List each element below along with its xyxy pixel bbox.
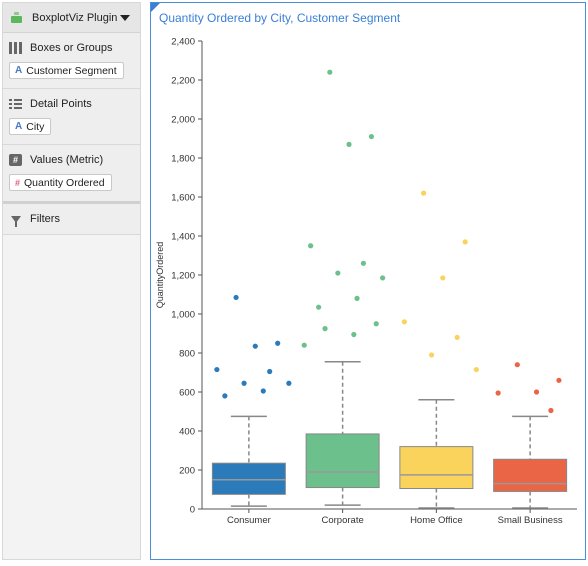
y-tick-label: 1,200 xyxy=(171,271,195,282)
hash-icon: # xyxy=(9,154,22,166)
box-iqr xyxy=(211,462,286,495)
box-iqr xyxy=(305,433,380,489)
detail-points-section: Detail Points A City xyxy=(3,89,140,145)
outlier-point xyxy=(473,366,479,373)
columns-icon xyxy=(9,42,22,54)
metric-type-icon: # xyxy=(15,177,21,188)
y-tick-label: 2,400 xyxy=(171,37,195,48)
field-pill-customer-segment[interactable]: A Customer Segment xyxy=(9,62,124,79)
outlier-point xyxy=(316,304,322,310)
outlier-point xyxy=(322,326,328,332)
box-group-consumer xyxy=(211,294,292,507)
outlier-point xyxy=(514,362,520,368)
box-group-home-office xyxy=(399,190,479,509)
outlier-point xyxy=(351,331,357,338)
field-pill-quantity-ordered[interactable]: # Quantity Ordered xyxy=(9,174,112,191)
x-tick-label: Corporate xyxy=(322,515,364,526)
box-group-small-business xyxy=(493,362,568,509)
outlier-point xyxy=(428,352,435,358)
y-tick-label: 400 xyxy=(179,427,195,438)
section-title: Values (Metric) xyxy=(30,154,104,166)
outlier-point xyxy=(380,275,386,281)
boxes-or-groups-section: Boxes or Groups A Customer Segment xyxy=(3,33,140,89)
y-tick-label: 1,000 xyxy=(171,310,195,321)
outlier-point xyxy=(533,389,540,395)
plugin-selector[interactable]: BoxplotViz Plugin xyxy=(3,3,140,33)
field-label: Customer Segment xyxy=(26,64,117,77)
box-iqr xyxy=(493,458,568,492)
y-tick-label: 2,000 xyxy=(171,115,195,126)
y-axis-label: QuantityOrdered xyxy=(155,242,165,309)
outlier-point xyxy=(354,295,360,301)
filter-icon xyxy=(11,215,21,227)
x-tick-label: Home Office xyxy=(410,515,463,526)
outlier-point xyxy=(360,260,367,266)
outlier-point xyxy=(335,270,341,276)
y-tick-label: 600 xyxy=(179,388,195,399)
list-icon xyxy=(9,98,22,110)
outlier-point xyxy=(401,319,407,325)
x-tick-label: Small Business xyxy=(498,515,563,526)
outlier-point xyxy=(260,388,266,394)
outlier-point xyxy=(286,380,292,386)
chevron-down-icon[interactable] xyxy=(120,14,130,21)
dimension-type-icon: A xyxy=(15,65,23,76)
filters-section[interactable]: Filters xyxy=(3,201,140,235)
outlier-point xyxy=(556,377,562,383)
outlier-point xyxy=(454,334,460,340)
y-tick-label: 1,800 xyxy=(171,154,195,165)
boxplot-chart: 0 200 400 600 800 1,000 1,200 1,400 1,600 1,800 2,… xyxy=(155,37,577,526)
outlier-point xyxy=(241,380,247,386)
y-tick-label: 1,600 xyxy=(171,193,195,204)
section-title: Boxes or Groups xyxy=(30,42,113,54)
outlier-point xyxy=(214,366,220,373)
y-tick-label: 200 xyxy=(179,466,195,477)
outlier-point xyxy=(462,239,468,245)
outlier-point xyxy=(252,343,258,349)
outlier-point xyxy=(327,69,333,75)
x-tick-label: Consumer xyxy=(227,515,271,526)
outlier-point xyxy=(275,340,281,346)
chart-title: Quantity Ordered by City, Customer Segme… xyxy=(159,11,401,25)
field-pill-city[interactable]: A City xyxy=(9,118,52,135)
outlier-point xyxy=(267,368,273,375)
dimension-type-icon: A xyxy=(15,121,23,132)
y-tick-label: 1,400 xyxy=(171,232,195,243)
values-metric-section: # Values (Metric) # Quantity Ordered xyxy=(3,145,140,201)
box-iqr xyxy=(399,446,474,490)
outlier-point xyxy=(368,133,375,140)
y-tick-label: 2,200 xyxy=(171,76,195,87)
y-tick-label: 800 xyxy=(179,349,195,360)
section-title: Detail Points xyxy=(30,98,92,110)
plugin-icon xyxy=(11,12,22,23)
panel-corner-marker xyxy=(151,3,160,12)
plugin-title: BoxplotViz Plugin xyxy=(32,11,118,24)
outlier-point xyxy=(548,407,554,414)
chart-panel: Quantity Ordered by City, Customer Segme… xyxy=(150,2,586,560)
y-tick-label: 0 xyxy=(190,505,195,516)
outlier-point xyxy=(301,342,307,348)
outlier-point xyxy=(233,294,239,301)
sidebar: BoxplotViz Plugin Boxes or Groups A Cust… xyxy=(2,2,141,560)
field-label: City xyxy=(26,120,45,133)
outlier-point xyxy=(440,275,446,281)
outlier-point xyxy=(373,321,379,327)
outlier-point xyxy=(420,190,427,196)
filters-label: Filters xyxy=(30,213,60,225)
outlier-point xyxy=(222,393,228,399)
box-group-corporate xyxy=(301,69,386,506)
outlier-point xyxy=(346,141,352,147)
outlier-point xyxy=(308,243,314,249)
field-label: Quantity Ordered xyxy=(24,176,105,189)
outlier-point xyxy=(495,390,501,396)
